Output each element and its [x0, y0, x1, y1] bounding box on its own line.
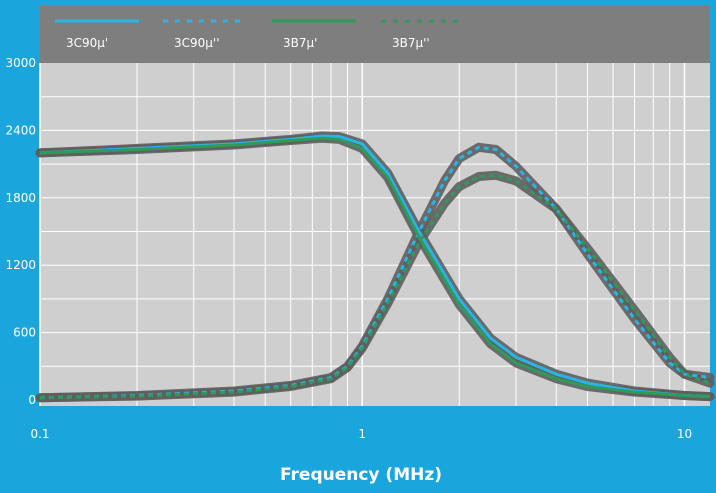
- legend-label: 3B7μ': [283, 36, 317, 50]
- legend-label: 3B7μ'': [392, 36, 430, 50]
- legend-bar: [40, 5, 710, 63]
- x-axis-label: Frequency (MHz): [280, 465, 442, 485]
- y-tick-label: 0: [28, 393, 36, 407]
- y-tick-label: 1200: [5, 258, 36, 272]
- y-tick-label: 3000: [5, 56, 36, 70]
- x-tick-label: 0.1: [30, 427, 49, 441]
- y-tick-label: 1800: [5, 191, 36, 205]
- plot-area: [40, 63, 710, 406]
- legend-label: 3C90μ': [66, 36, 108, 50]
- x-ticks: 0.1 1 10: [30, 427, 692, 441]
- legend-label: 3C90μ'': [174, 36, 220, 50]
- x-tick-label: 1: [358, 427, 366, 441]
- y-tick-label: 600: [13, 326, 36, 340]
- y-ticks: 0 600 1200 1800 2400 3000: [5, 56, 36, 407]
- x-tick-label: 10: [677, 427, 692, 441]
- y-tick-label: 2400: [5, 123, 36, 137]
